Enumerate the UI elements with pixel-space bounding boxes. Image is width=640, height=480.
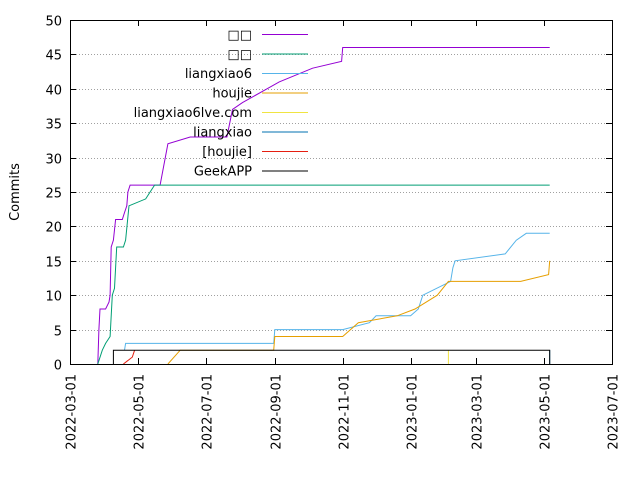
legend-label: [houjie]	[202, 145, 252, 160]
x-tick-label: 2023-05-01	[539, 374, 554, 450]
legend-label: liangxiao6lve.com	[134, 106, 252, 121]
legend-label: □□	[227, 28, 252, 43]
grid-lines	[70, 54, 612, 331]
series-line-6	[123, 350, 136, 365]
y-tick-label: 20	[45, 221, 62, 236]
legend-label: houjie	[212, 87, 252, 102]
series-line-2	[124, 232, 550, 351]
legend-label: liangxiao	[193, 126, 252, 141]
legend-label: □□	[227, 48, 252, 63]
legend: □□ □□ liangxiao6 houjie liangxiao6lve.com lia…	[134, 28, 308, 180]
y-tick-label: 15	[45, 256, 62, 271]
legend-label: liangxiao6	[185, 67, 252, 82]
y-tick-label: 35	[45, 118, 62, 133]
y-tick-label: 50	[45, 15, 62, 30]
y-tick-label: 30	[45, 153, 62, 168]
series-line-7	[112, 349, 551, 364]
y-tick-label: 5	[54, 325, 62, 340]
x-axis: 2022-03-01 2022-05-01 2022-07-01 2022-09-01…	[65, 20, 622, 450]
y-axis-label: Commits	[8, 163, 23, 221]
x-tick-label: 2023-07-01	[607, 374, 622, 450]
x-tick-label: 2022-03-01	[65, 374, 80, 450]
y-tick-label: 45	[45, 49, 62, 64]
x-tick-label: 2023-01-01	[406, 374, 421, 450]
y-tick-label: 40	[45, 84, 62, 99]
y-tick-label: 10	[45, 290, 62, 305]
y-axis: 0 5 10 15 20 25 30 35 40 45 50	[45, 15, 612, 374]
series-line-3	[167, 260, 551, 365]
x-tick-label: 2023-03-01	[471, 374, 486, 450]
x-tick-label: 2022-11-01	[338, 374, 353, 450]
y-tick-label: 0	[54, 359, 62, 374]
x-tick-label: 2022-05-01	[133, 374, 148, 450]
x-tick-label: 2022-07-01	[201, 374, 216, 450]
series-line-1	[97, 184, 550, 365]
legend-label: GeekAPP	[194, 165, 252, 180]
series-line-0	[97, 47, 550, 365]
y-tick-label: 25	[45, 187, 62, 202]
series-layer	[97, 47, 551, 365]
x-tick-label: 2022-09-01	[270, 374, 285, 450]
